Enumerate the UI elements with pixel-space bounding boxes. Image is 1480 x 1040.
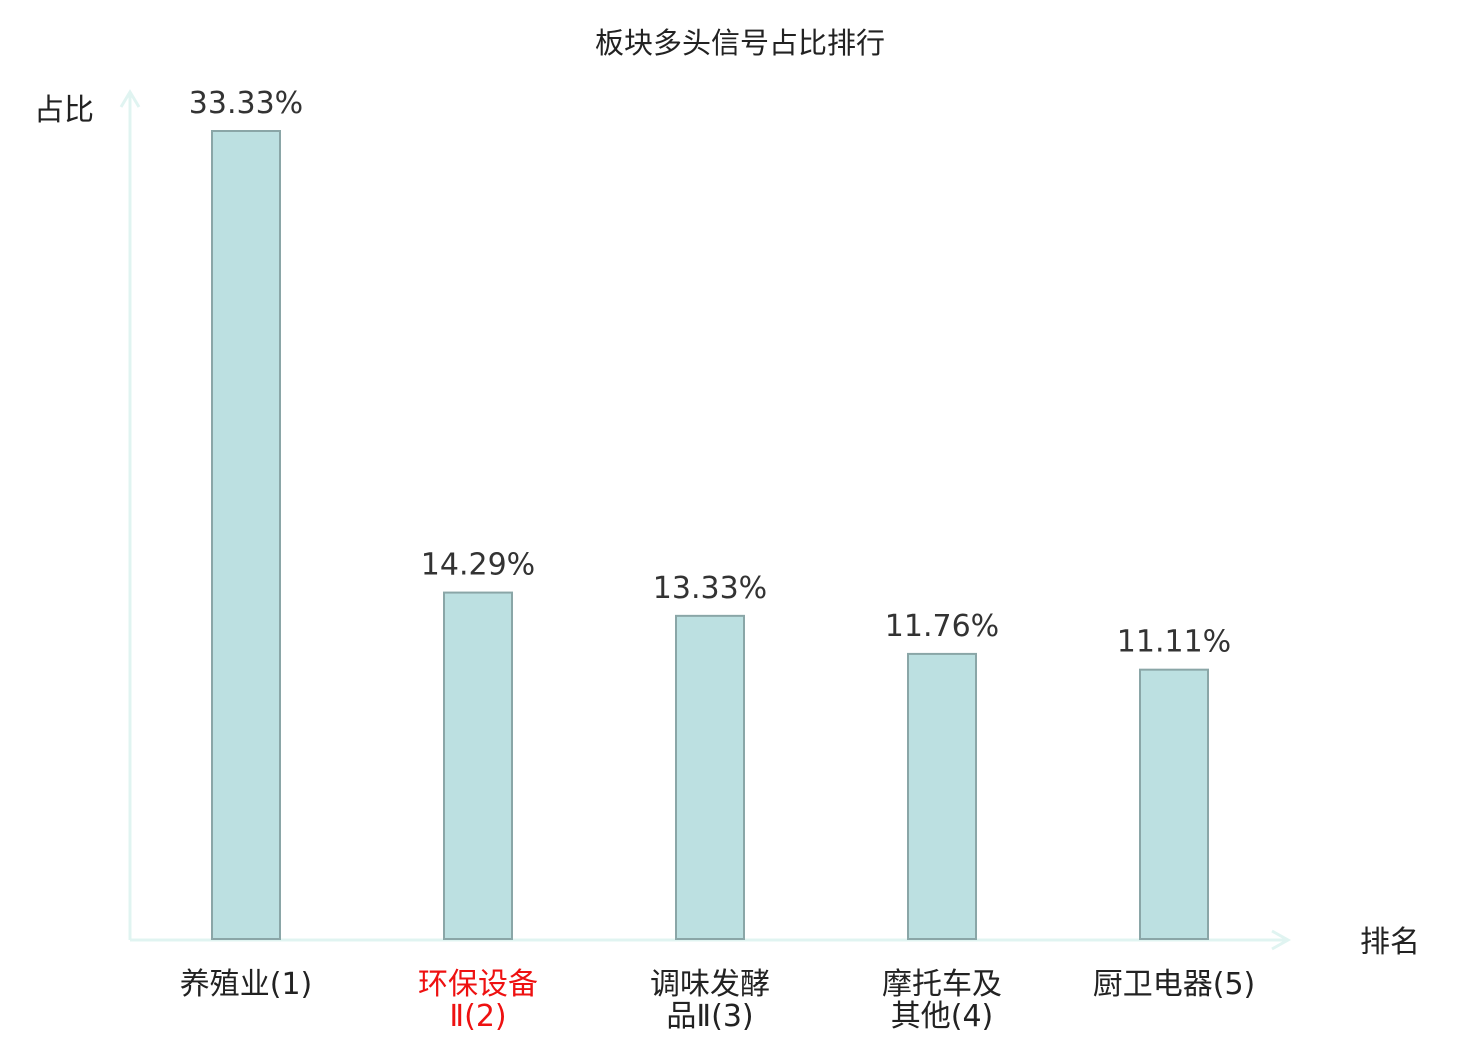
category-label-line: 环保设备 [418,967,538,1002]
bars-group [211,130,1209,941]
bar-1 [211,130,281,940]
category-label-3: 调味发酵品Ⅱ(3) [650,967,770,1034]
category-label-line: 调味发酵 [650,967,770,1002]
bar-3 [675,614,745,941]
value-label-1: 33.33% [189,86,303,121]
bar-4 [907,652,977,941]
category-label-line: 品Ⅱ(3) [666,999,753,1034]
category-label-2: 环保设备 Ⅱ(2) [418,967,538,1034]
category-label-line: 摩托车及 [882,967,1002,1002]
value-label-5: 11.11% [1117,625,1231,660]
category-label-4: 摩托车及其他(4) [882,967,1002,1034]
bar-2 [443,591,513,940]
category-label-line: 厨卫电器(5) [1093,967,1256,1002]
category-labels-group: 养殖业(1) 环保设备 Ⅱ(2) 调味发酵品Ⅱ(3) 摩托车及其他(4) 厨卫电器(5) [180,967,1256,1034]
chart-title: 板块多头信号占比排行 [595,26,885,60]
category-label-line: 养殖业(1) [180,967,313,1002]
value-label-3: 13.33% [653,571,767,606]
category-label-line: 其他(4) [891,999,994,1034]
category-label-5: 厨卫电器(5) [1093,967,1256,1002]
y-axis-label: 占比 [34,93,94,128]
value-label-4: 11.76% [885,609,999,644]
value-labels-group: 33.33% 14.29% 13.33% 11.76% 11.11% [189,86,1231,660]
category-label-line: Ⅱ(2) [449,999,506,1034]
y-axis-arrow [119,89,141,108]
x-axis-arrow [1271,929,1292,951]
x-axis-label: 排名 [1360,925,1420,960]
bar-5 [1139,668,1209,941]
category-label-1: 养殖业(1) [180,967,313,1002]
value-label-2: 14.29% [421,548,535,583]
